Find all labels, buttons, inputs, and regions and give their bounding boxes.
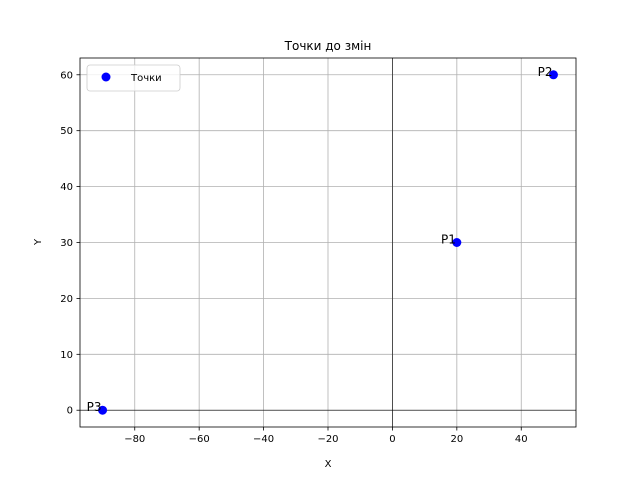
y-tick-label: 0: [67, 406, 73, 417]
x-tick-label: −80: [124, 434, 145, 445]
legend-box: [86, 64, 181, 92]
data-point-p3: [98, 405, 108, 415]
x-tick-label: 0: [389, 434, 395, 445]
x-tick-label: 20: [450, 434, 463, 445]
y-tick-label: 60: [60, 70, 73, 81]
legend-marker: [101, 72, 111, 82]
x-axis-ticks: −80 −60 −40 −20 0 20 40: [124, 427, 528, 445]
x-axis-label: X: [325, 459, 332, 470]
y-tick-label: 10: [60, 350, 73, 361]
x-tick-label: −60: [189, 434, 210, 445]
zero-lines: [80, 58, 576, 427]
y-tick-label: 20: [60, 294, 73, 305]
point-label: P3: [87, 400, 102, 414]
data-point-p1: [452, 238, 462, 247]
y-tick-label: 30: [60, 238, 73, 249]
y-tick-label: 40: [60, 182, 73, 193]
point-label: P1: [441, 233, 456, 247]
legend: Точки: [86, 64, 181, 92]
chart-title: Точки до змін: [284, 39, 372, 53]
y-axis-label: Y: [33, 238, 44, 246]
x-tick-label: −20: [317, 434, 338, 445]
y-axis-ticks: 0 10 20 30 40 50 60: [60, 70, 80, 417]
x-tick-label: 40: [515, 434, 528, 445]
point-label: P2: [538, 65, 553, 79]
y-tick-label: 50: [60, 126, 73, 137]
data-points: P1 P2 P3: [87, 65, 558, 415]
data-point-p2: [548, 70, 558, 80]
legend-entry: Точки: [130, 73, 162, 84]
grid: [80, 58, 576, 427]
x-tick-label: −40: [253, 434, 274, 445]
